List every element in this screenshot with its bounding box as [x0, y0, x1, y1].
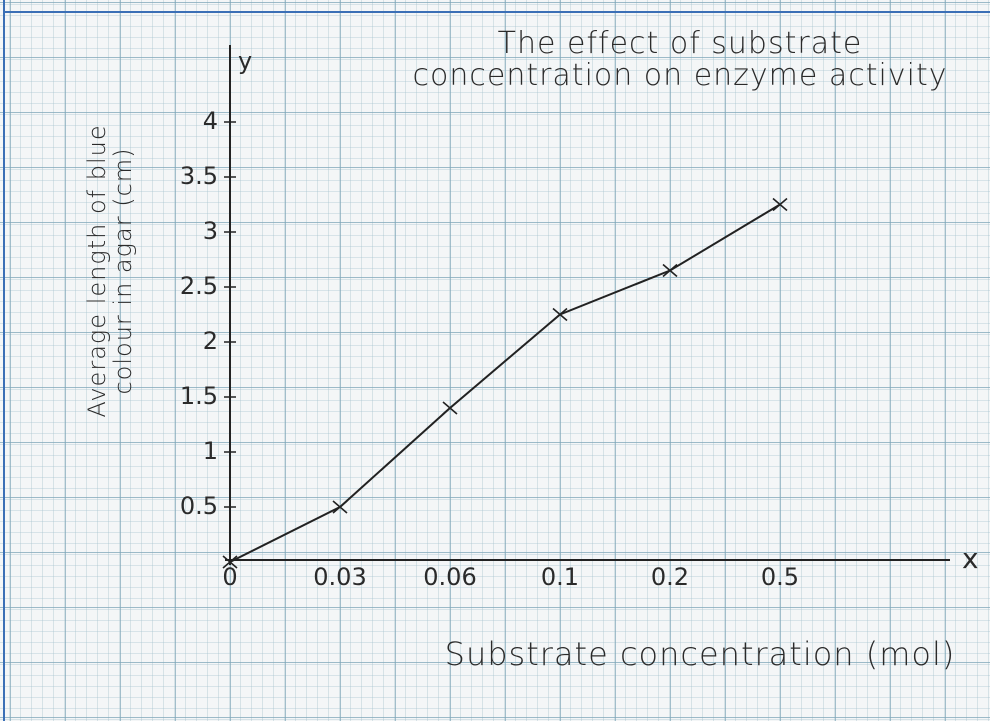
x-tick-label: 0.2: [651, 563, 689, 591]
y-tick-label: 0.5: [180, 492, 218, 520]
graph-paper: [0, 0, 990, 721]
chart: y x 0.511.522.533.5400.030.060.10.20.5: [0, 0, 990, 721]
x-tick-label: 0.1: [541, 563, 579, 591]
y-tick-label: 4: [203, 107, 218, 135]
y-tick-label: 2: [203, 327, 218, 355]
x-tick-label: 0.03: [313, 563, 366, 591]
x-tick-label: 0.06: [423, 563, 476, 591]
y-tick-label: 3: [203, 217, 218, 245]
page: y x 0.511.522.533.5400.030.060.10.20.5 T…: [0, 0, 990, 721]
y-axis-label: Average length of blue colour in agar (c…: [84, 81, 136, 461]
chart-title: The effect of substrate concentration on…: [400, 28, 960, 92]
x-axis-label: Substrate concentration (mol): [440, 632, 960, 676]
y-tick-label: 2.5: [180, 272, 218, 300]
y-axis-symbol: y: [238, 47, 252, 75]
x-axis-symbol: x: [962, 542, 979, 575]
y-tick-label: 1.5: [180, 382, 218, 410]
y-tick-label: 3.5: [180, 162, 218, 190]
x-tick-label: 0.5: [761, 563, 799, 591]
y-tick-label: 1: [203, 437, 218, 465]
